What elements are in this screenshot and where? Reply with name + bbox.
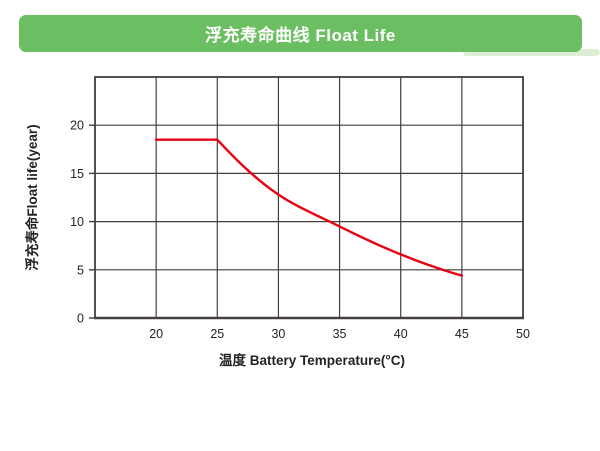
float-life-curve [154,138,464,277]
banner-accent-shape [463,49,600,56]
chart-svg: 0 5 10 15 20 20 25 30 35 40 45 50 温度 Battery Tempera… [24,76,530,368]
y-tick-label: 20 [70,119,84,133]
x-axis-title: 温度 Battery Temperature(°C) [219,352,405,368]
x-tick-label: 30 [271,327,285,341]
y-tick-label: 0 [77,312,84,326]
y-tick-label: 10 [70,215,84,229]
y-tick-label: 5 [77,263,84,277]
x-tick-label: 25 [210,327,224,341]
page-title: 浮充寿命曲线 Float Life [205,26,396,45]
x-tick-label: 20 [149,327,163,341]
float-life-chart: 0 5 10 15 20 20 25 30 35 40 45 50 温度 Battery Tempera… [0,60,600,405]
plot-border [94,76,524,319]
x-tick-label: 40 [394,327,408,341]
y-tick-label: 15 [70,167,84,181]
x-tick-label: 35 [333,327,347,341]
title-banner: 浮充寿命曲线 Float Life [19,15,582,52]
x-tick-label: 50 [516,327,530,341]
y-axis-title: 浮充寿命Float life(year) [24,124,40,270]
x-tick-label: 45 [455,327,469,341]
